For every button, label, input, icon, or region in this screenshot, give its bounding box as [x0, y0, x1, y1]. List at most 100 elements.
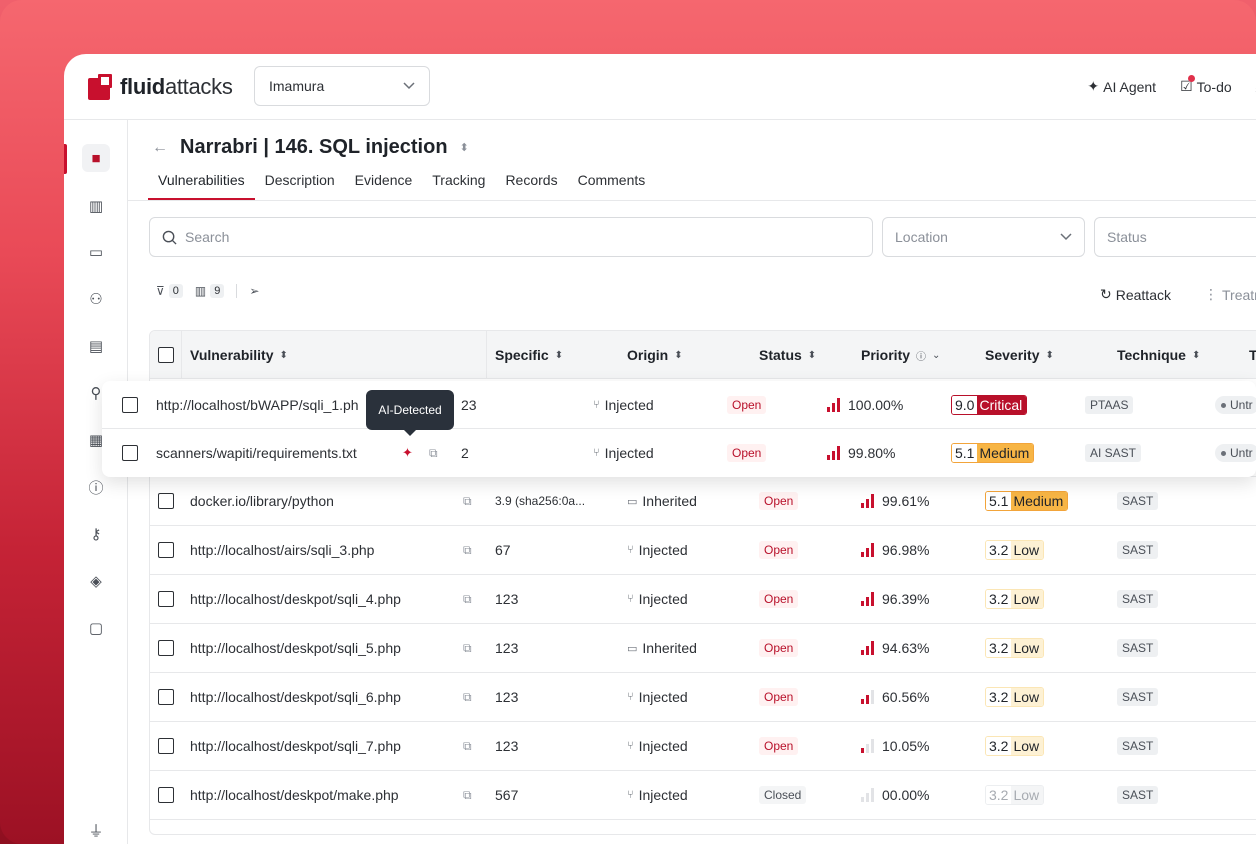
alert-icon: ⓘ [88, 479, 104, 497]
tab-description[interactable]: Description [264, 172, 335, 188]
column-origin[interactable]: Origin ⬍ [627, 347, 683, 363]
treatment-button[interactable]: ⋮ Treatn [1204, 286, 1256, 303]
column-technique[interactable]: Technique ⬍ [1117, 347, 1201, 363]
sidebar-item-billing[interactable]: ▤ [82, 332, 110, 360]
user-icon: ⚲ [90, 385, 102, 402]
table-row[interactable]: http://localhost/deskpot/sqli_4.php ⧉ 123 ⑂… [150, 575, 1256, 624]
copy-icon[interactable]: ⧉ [463, 542, 472, 557]
location-select[interactable]: Location [882, 217, 1085, 257]
status-badge: Open [759, 688, 799, 706]
tab-evidence[interactable]: Evidence [354, 172, 413, 188]
search-placeholder: Search [185, 229, 230, 245]
sidebar-item-analytics[interactable]: ▥ [82, 192, 110, 220]
sidebar-item-reports[interactable]: ▦ [82, 426, 110, 454]
column-treatment[interactable]: T [1249, 331, 1256, 379]
sidebar-item-user[interactable]: ⚲ [82, 379, 110, 407]
table-row[interactable]: http://localhost/deskpot/make.php ⧉ 567 ⑂ In… [150, 771, 1256, 820]
technique-badge: SAST [1117, 492, 1159, 510]
sidebar-item-credentials[interactable]: ⚷ [82, 520, 110, 548]
table-row[interactable]: http://localhost/deskpot/sqli_5.php ⧉ 123 ▭… [150, 624, 1256, 673]
row-checkbox[interactable] [122, 445, 138, 461]
priority-bars-icon [827, 398, 840, 412]
copy-icon[interactable]: ⧉ [463, 493, 472, 508]
ai-agent-button[interactable]: ✦ AI Agent [1087, 78, 1156, 95]
copy-icon[interactable]: ⧉ [463, 787, 472, 802]
specific-cell: 67 [495, 542, 511, 558]
vulnerability-cell[interactable]: http://localhost/deskpot/sqli_7.php [190, 738, 401, 754]
fluidattacks-logo[interactable]: fluidattacks [88, 74, 233, 100]
column-severity[interactable]: Severity ⬍ [985, 347, 1054, 363]
filter-button[interactable]: ⊽ 0 [156, 284, 183, 298]
sidebar-item-groups[interactable]: ■ [82, 144, 110, 172]
vulnerability-cell[interactable]: docker.io/library/python [190, 493, 334, 509]
row-checkbox[interactable] [158, 542, 174, 558]
status-select[interactable]: Status [1094, 217, 1256, 257]
table-row[interactable]: http://localhost/bWAPP/sqli_1.ph 23 ⑂ Injec… [102, 381, 1256, 429]
shield-icon: ◈ [90, 573, 102, 590]
vulnerability-cell[interactable]: http://localhost/airs/sqli_3.php [190, 542, 375, 558]
document-icon: ▦ [88, 432, 104, 449]
origin-cell: ⑂ Injected [627, 591, 688, 607]
row-checkbox[interactable] [122, 397, 138, 413]
sidebar-item-members[interactable]: ⚇ [82, 285, 110, 313]
copy-icon[interactable]: ⧉ [463, 591, 472, 606]
table-row[interactable]: scanners/wapiti/requirements.txt ✦ ⧉ 2 ⑂ Inje… [102, 429, 1256, 477]
table-row[interactable]: http://localhost/airs/sqli_3.php ⧉ 67 ⑂ Inje… [150, 526, 1256, 575]
sidebar-item-logs[interactable]: ▢ [82, 614, 110, 642]
tab-records[interactable]: Records [505, 172, 558, 188]
todo-button[interactable]: ☑ To-do [1180, 75, 1232, 95]
sidebar-item-integrations[interactable]: ⏚ [82, 816, 110, 844]
table-row[interactable]: http://localhost/deskpot/sqli_6.php ⧉ 123 ⑂… [150, 673, 1256, 722]
table-row[interactable]: docker.io/library/python ⧉ 3.9 (sha256:0a.… [150, 477, 1256, 526]
toolbar-divider [236, 284, 238, 298]
sort-icon: ⬍ [1191, 349, 1201, 361]
sidebar-item-alerts[interactable]: ⓘ [82, 473, 110, 501]
vulnerability-cell[interactable]: http://localhost/deskpot/sqli_4.php [190, 591, 401, 607]
search-input[interactable]: Search [149, 217, 873, 257]
send-button[interactable]: ➢ [249, 284, 259, 298]
vulnerability-cell[interactable]: scanners/wapiti/requirements.txt [156, 445, 357, 461]
technique-badge: SAST [1117, 590, 1159, 608]
column-vulnerability[interactable]: Vulnerability ⬍ [190, 347, 288, 363]
columns-count: 9 [210, 284, 225, 298]
sidebar-item-portfolio[interactable]: ▭ [82, 238, 110, 266]
tab-vulnerabilities[interactable]: Vulnerabilities [148, 172, 255, 200]
copy-icon[interactable]: ⧉ [463, 640, 472, 655]
copy-icon[interactable]: ⧉ [429, 445, 438, 460]
row-checkbox[interactable] [158, 640, 174, 656]
vulnerability-cell[interactable]: http://localhost/deskpot/make.php [190, 787, 399, 803]
severity-badge: 3.2 Low [985, 785, 1045, 805]
row-checkbox[interactable] [158, 787, 174, 803]
vulnerability-cell[interactable]: http://localhost/bWAPP/sqli_1.ph [156, 397, 359, 413]
sidebar-item-policies[interactable]: ◈ [82, 567, 110, 595]
vulnerability-cell[interactable]: http://localhost/deskpot/sqli_6.php [190, 689, 401, 705]
specific-cell: 23 [461, 397, 477, 413]
info-icon: ⓘ [916, 351, 927, 363]
copy-icon[interactable]: ⧉ [463, 738, 472, 753]
back-arrow-icon[interactable]: ← [152, 138, 168, 156]
ai-sparkle-icon[interactable]: ✦ [402, 445, 413, 460]
column-specific[interactable]: Specific ⬍ [495, 347, 564, 363]
organization-select[interactable]: Imamura [254, 66, 430, 106]
tabs: Vulnerabilities Description Evidence Tra… [148, 172, 655, 200]
chevron-down-icon [403, 82, 415, 90]
columns-button[interactable]: ▥ 9 [195, 284, 225, 298]
search-icon [162, 230, 177, 245]
vulnerability-cell[interactable]: http://localhost/deskpot/sqli_5.php [190, 640, 401, 656]
row-checkbox[interactable] [158, 591, 174, 607]
row-checkbox[interactable] [158, 493, 174, 509]
reattack-button[interactable]: ↻ Reattack [1100, 286, 1171, 303]
select-all-checkbox[interactable] [158, 347, 174, 363]
row-checkbox[interactable] [158, 738, 174, 754]
tab-tracking[interactable]: Tracking [432, 172, 486, 188]
sort-desc-icon: ⌄ [932, 349, 941, 361]
row-checkbox[interactable] [158, 689, 174, 705]
copy-icon[interactable]: ⧉ [463, 689, 472, 704]
severity-badge: 3.2 Low [985, 687, 1045, 707]
switch-finding-icon[interactable]: ⬍ [459, 142, 469, 154]
column-priority[interactable]: Priority ⓘ ⌄ [861, 347, 941, 363]
column-status[interactable]: Status ⬍ [759, 347, 817, 363]
priority-cell: 60.56% [861, 673, 929, 721]
tab-comments[interactable]: Comments [577, 172, 646, 188]
table-row[interactable]: http://localhost/deskpot/sqli_7.php ⧉ 123 ⑂… [150, 722, 1256, 771]
